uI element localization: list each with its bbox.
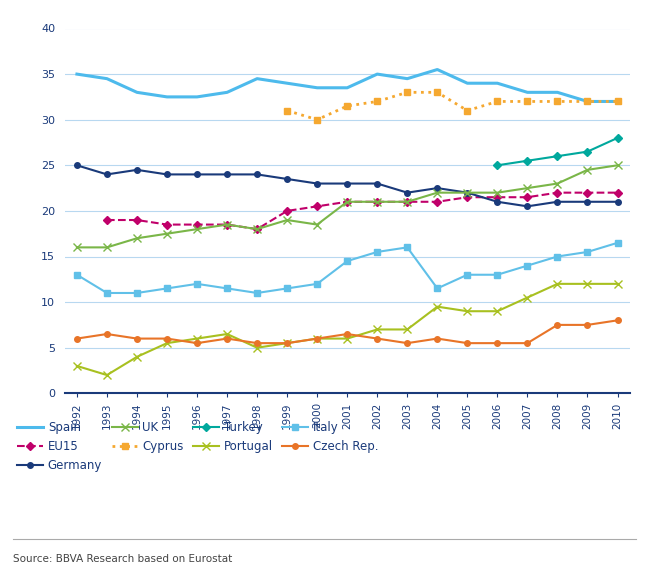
Text: Source: BBVA Research based on Eurostat: Source: BBVA Research based on Eurostat bbox=[13, 554, 232, 564]
Legend: Spain, EU15, Germany, UK, Cyprus, Turkey, Portugal, Italy, Czech Rep.: Spain, EU15, Germany, UK, Cyprus, Turkey… bbox=[12, 416, 384, 477]
